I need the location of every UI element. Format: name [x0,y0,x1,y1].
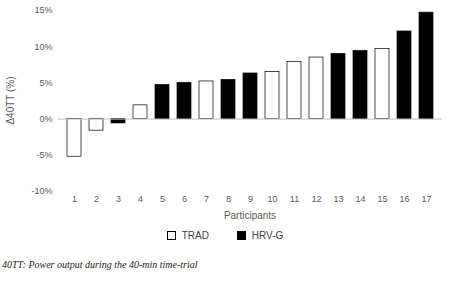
svg-text:15: 15 [377,194,387,204]
svg-text:7: 7 [204,194,209,204]
svg-text:5: 5 [160,194,165,204]
svg-text:1: 1 [72,194,77,204]
svg-text:9: 9 [248,194,253,204]
svg-text:3: 3 [116,194,121,204]
html-text:TRAD: TRAD [181,229,209,241]
svg-text:2: 2 [94,194,99,204]
svg-text:-10%: -10% [31,186,52,196]
svg-text:10%: 10% [34,42,52,52]
svg-text:Δ40TT (%): Δ40TT (%) [5,76,16,124]
html-text:HRV-G: HRV-G [251,229,284,241]
svg-text:10: 10 [267,194,277,204]
svg-text:15%: 15% [34,5,52,15]
svg-text:13: 13 [333,194,343,204]
svg-text:11: 11 [290,194,299,204]
svg-text:Participants: Participants [224,210,276,221]
svg-text:4: 4 [138,194,143,204]
svg-text:5%: 5% [39,78,52,88]
svg-text:16: 16 [399,194,409,204]
svg-text:0%: 0% [39,114,52,124]
svg-text:8: 8 [226,194,231,204]
svg-text:14: 14 [355,194,365,204]
html-text:40TT: Power output during the: 40TT: Power output during the 40-min tim… [2,259,198,270]
svg-text:-5%: -5% [36,150,52,160]
svg-text:12: 12 [311,194,321,204]
svg-text:17: 17 [421,194,431,204]
svg-text:6: 6 [182,194,187,204]
